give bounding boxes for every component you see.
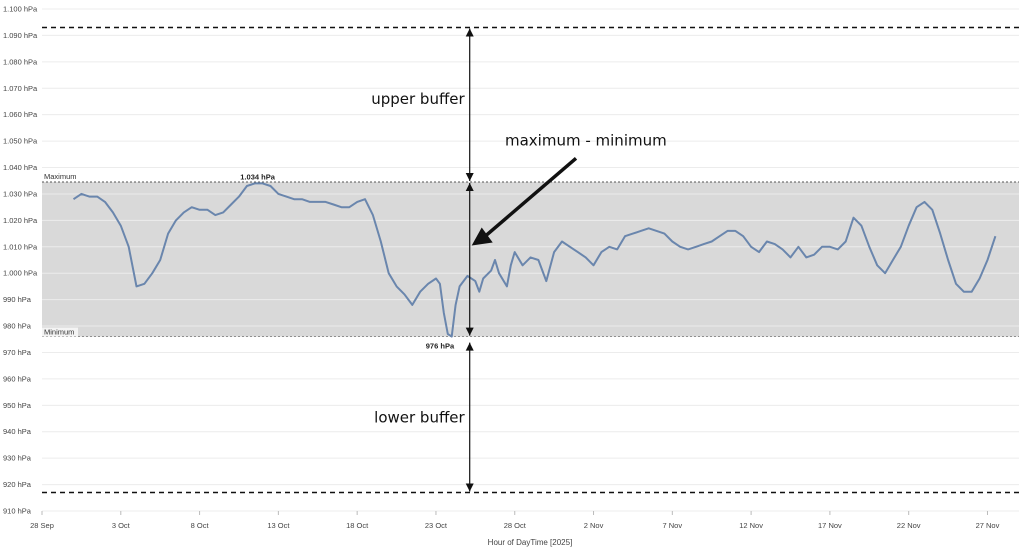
- range-arrow-head-bottom: [465, 327, 474, 336]
- annotation-layer: 1.034 hPa 976 hPa upper buffer lower buffer…: [240, 28, 667, 492]
- y-axis-labels: 1.100 hPa 1.090 hPa 1.080 hPa 1.070 hPa 1.06…: [3, 5, 38, 516]
- minimum-label: Minimum: [44, 328, 74, 337]
- x-tick-label: 23 Oct: [425, 521, 448, 530]
- range-pointer-arrow-shaft: [482, 156, 578, 239]
- reference-lines: Maximum Minimum: [42, 26, 1019, 494]
- lower-buffer-text: lower buffer: [374, 408, 465, 426]
- x-tick-label: 18 Oct: [346, 521, 369, 530]
- x-tick-label: 2 Nov: [584, 521, 604, 530]
- series-line: [72, 182, 997, 338]
- y-tick-label: 1.090 hPa: [3, 31, 38, 40]
- x-tick-label: 28 Oct: [504, 521, 527, 530]
- upper-buffer-arrow-head-top: [465, 28, 474, 37]
- x-tick-label: 7 Nov: [663, 521, 683, 530]
- lower-buffer-arrow-head-bottom: [465, 483, 474, 492]
- x-axis-labels: 28 Sep 3 Oct 8 Oct 13 Oct 18 Oct 23 Oct 28 Oct…: [30, 521, 1000, 530]
- peak-label: 1.034 hPa: [240, 172, 275, 181]
- lower-buffer-arrow-head-top: [465, 342, 474, 351]
- y-tick-label: 1.080 hPa: [3, 57, 38, 66]
- y-tick-label: 1.060 hPa: [3, 110, 38, 119]
- y-tick-label: 980 hPa: [3, 322, 32, 331]
- y-tick-label: 1.050 hPa: [3, 137, 38, 146]
- x-tick-label: 12 Nov: [739, 521, 763, 530]
- x-tick-label: 28 Sep: [30, 521, 54, 530]
- minimum-label-bg: [42, 327, 78, 337]
- x-tick-label: 3 Oct: [112, 521, 131, 530]
- x-axis-title: Hour of DayTime [2025]: [488, 538, 573, 547]
- y-tick-label: 930 hPa: [3, 454, 32, 463]
- range-arrow-head-top: [465, 183, 474, 192]
- upper-buffer-arrow-head-bottom: [465, 173, 474, 182]
- y-tick-label: 1.070 hPa: [3, 84, 38, 93]
- maximum-label: Maximum: [44, 172, 77, 181]
- x-tick-label: 17 Nov: [818, 521, 842, 530]
- y-tick-label: 1.010 hPa: [3, 242, 38, 251]
- y-tick-label: 910 hPa: [3, 507, 32, 516]
- x-tick-label: 8 Oct: [191, 521, 210, 530]
- grid-layer: [41, 8, 1019, 515]
- y-tick-label: 970 hPa: [3, 348, 32, 357]
- y-tick-label: 960 hPa: [3, 374, 32, 383]
- x-tick-label: 13 Oct: [267, 521, 290, 530]
- y-tick-label: 920 hPa: [3, 480, 32, 489]
- band-layer: [42, 182, 1019, 337]
- x-tick-label: 22 Nov: [897, 521, 921, 530]
- range-text: maximum - minimum: [505, 132, 667, 150]
- series-layer: [72, 182, 997, 338]
- y-tick-label: 940 hPa: [3, 427, 32, 436]
- upper-buffer-text: upper buffer: [371, 90, 465, 108]
- x-tick-label: 27 Nov: [976, 521, 1000, 530]
- y-tick-label: 1.030 hPa: [3, 189, 38, 198]
- y-tick-label: 1.040 hPa: [3, 163, 38, 172]
- trough-label: 976 hPa: [426, 342, 455, 351]
- y-tick-label: 990 hPa: [3, 295, 32, 304]
- y-tick-label: 950 hPa: [3, 401, 32, 410]
- y-tick-label: 1.020 hPa: [3, 216, 38, 225]
- y-tick-label: 1.100 hPa: [3, 5, 38, 14]
- y-tick-label: 1.000 hPa: [3, 269, 38, 278]
- range-band: [42, 182, 1019, 337]
- range-pointer-arrow-head: [471, 227, 493, 246]
